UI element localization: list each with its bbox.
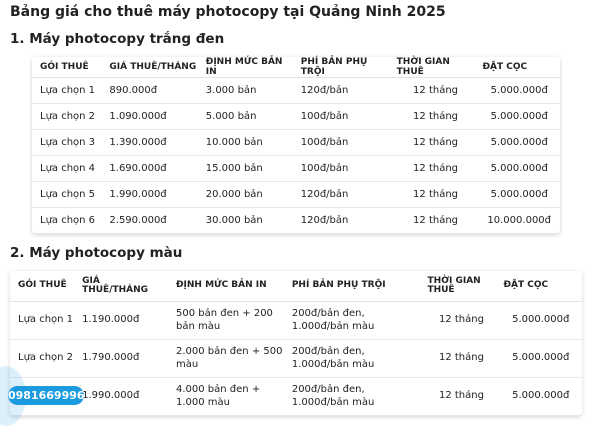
section-heading: 2. Máy photocopy màu [10, 245, 183, 261]
cell: 3.000 bản [201, 77, 297, 104]
price-table: GÓI THUÊ GIÁ THUÊ/THÁNG ĐỊNH MỨC BẢN IN PHÍ… [10, 271, 582, 416]
table-row: Lựa chọn 4 1.690.000đ 15.000 bản 100đ/bản 12… [32, 155, 560, 182]
cell: Lựa chọn 4 [32, 155, 106, 182]
cell: 500 bản đen + 200 bản màu [172, 301, 288, 340]
column-header: GÓI THUÊ [10, 271, 79, 302]
cell: Lựa chọn 2 [32, 103, 106, 130]
cell: 5.000.000đ [478, 103, 560, 130]
cell: 5.000.000đ [499, 377, 582, 416]
title: Bảng giá cho thuê máy photocopy tại Quản… [10, 4, 446, 20]
cell: 890.000đ [105, 77, 202, 104]
table-row: Lựa chọn 1 1.190.000đ 500 bản đen + 200 bả… [10, 301, 582, 340]
cell: Lựa chọn 2 [10, 339, 79, 378]
cell: 10.000 bản [201, 129, 297, 156]
column-header: THỜI GIAN THUÊ [392, 57, 479, 78]
cell: 1.990.000đ [78, 377, 172, 416]
cell: 1.790.000đ [78, 339, 172, 378]
section-heading: 1. Máy photocopy trắng đen [10, 31, 225, 47]
cell: 12 tháng [392, 103, 479, 130]
table-row: Lựa chọn 2 1.790.000đ 2.000 bản đen + 500 … [10, 339, 582, 378]
column-header: GIÁ THUÊ/THÁNG [105, 57, 202, 78]
table-row: Lựa chọn 2 1.090.000đ 5.000 bản 100đ/bản 12 … [32, 103, 560, 130]
cell: 5.000.000đ [478, 155, 560, 182]
table-row: Lựa chọn 3 1.390.000đ 10.000 bản 100đ/bản 12… [32, 129, 560, 156]
cell: 120đ/bản [296, 181, 393, 208]
header-row: GÓI THUÊ GIÁ THUÊ/THÁNG ĐỊNH MỨC BẢN IN PHÍ… [32, 57, 560, 78]
cell: 10.000.000đ [478, 207, 560, 234]
cell: 120đ/bản [296, 77, 393, 104]
cell: 20.000 bản [201, 181, 297, 208]
price-table: GÓI THUÊ GIÁ THUÊ/THÁNG ĐỊNH MỨC BẢN IN PHÍ… [32, 57, 560, 234]
cell: Lựa chọn 1 [10, 301, 79, 340]
cell: 5.000.000đ [478, 181, 560, 208]
column-header: PHÍ BẢN PHỤ TRỘI [287, 271, 424, 302]
cell: 200đ/bản đen, 1.000đ/bản màu [287, 301, 424, 340]
cell: 200đ/bản đen, 1.000đ/bản màu [287, 377, 424, 416]
cell: 30.000 bản [201, 207, 297, 234]
column-header: ĐỊNH MỨC BẢN IN [201, 57, 297, 78]
table-row: Lựa chọn 6 2.590.000đ 30.000 bản 120đ/bản 12… [32, 207, 560, 234]
cell: Lựa chọn 5 [32, 181, 106, 208]
cell: 120đ/bản [296, 207, 393, 234]
cell: 2.590.000đ [105, 207, 202, 234]
cell: 12 tháng [392, 181, 479, 208]
cell: 12 tháng [423, 377, 500, 416]
table-row: Lựa chọn 1 890.000đ 3.000 bản 120đ/bản 12 th… [32, 77, 560, 104]
cell: 100đ/bản [296, 155, 393, 182]
cell: 1.190.000đ [78, 301, 172, 340]
cell: 15.000 bản [201, 155, 297, 182]
cell: 12 tháng [423, 339, 500, 378]
cell: 5.000 bản [201, 103, 297, 130]
cell: 5.000.000đ [478, 77, 560, 104]
cell: Lựa chọn 1 [32, 77, 106, 104]
cell: 1.390.000đ [105, 129, 202, 156]
cell: 200đ/bản đen, 1.000đ/bản màu [287, 339, 424, 378]
column-header: ĐẶT CỌC [478, 57, 560, 78]
column-header: ĐẶT CỌC [499, 271, 582, 302]
cell: 4.000 bản đen + 1.000 màu [172, 377, 288, 416]
cell: 12 tháng [392, 129, 479, 156]
table-row: Lựa chọn 5 1.990.000đ 20.000 bản 120đ/bản 12… [32, 181, 560, 208]
cell: 5.000.000đ [478, 129, 560, 156]
cell: Lựa chọn 6 [32, 207, 106, 234]
cell: 5.000.000đ [499, 301, 582, 340]
cell: 12 tháng [392, 155, 479, 182]
cell: 12 tháng [423, 301, 500, 340]
cell: 12 tháng [392, 207, 479, 234]
column-header: GIÁ THUÊ/THÁNG [78, 271, 172, 302]
cell: 1.690.000đ [105, 155, 202, 182]
cell: 100đ/bản [296, 103, 393, 130]
column-header: ĐỊNH MỨC BẢN IN [172, 271, 288, 302]
column-header: GÓI THUÊ [32, 57, 106, 78]
cell: 2.000 bản đen + 500 màu [172, 339, 288, 378]
column-header: PHÍ BẢN PHỤ TRỘI [296, 57, 393, 78]
cell: 12 tháng [392, 77, 479, 104]
cell: Lựa chọn 3 [32, 129, 106, 156]
cell: 1.090.000đ [105, 103, 202, 130]
phone-button[interactable]: 0981669996 [8, 386, 85, 405]
cell: 5.000.000đ [499, 339, 582, 378]
column-header: THỜI GIAN THUÊ [423, 271, 500, 302]
header-row: GÓI THUÊ GIÁ THUÊ/THÁNG ĐỊNH MỨC BẢN IN PHÍ… [10, 271, 582, 302]
cell: 1.990.000đ [105, 181, 202, 208]
cell: 100đ/bản [296, 129, 393, 156]
